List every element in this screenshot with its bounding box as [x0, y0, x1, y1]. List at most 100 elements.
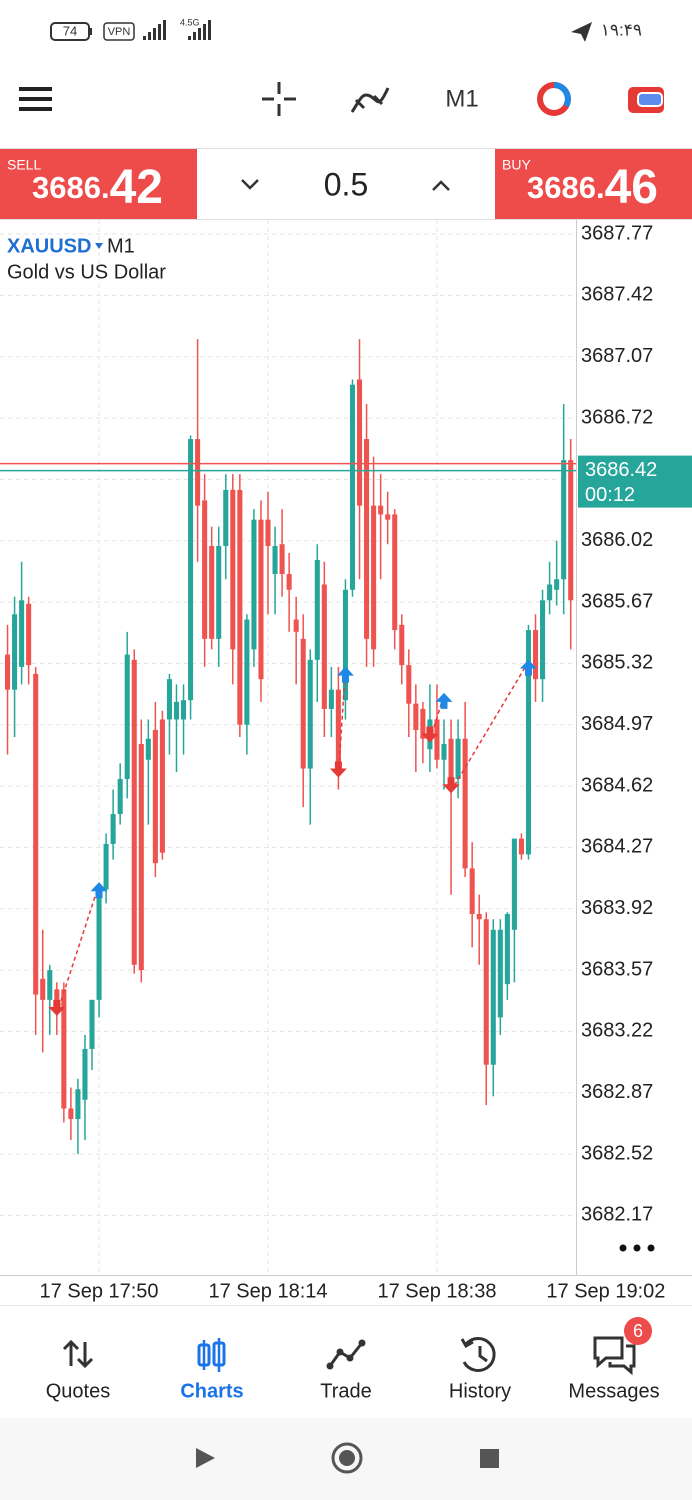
nav-charts[interactable]: Charts: [180, 1338, 244, 1402]
candle-body: [265, 519, 271, 546]
objects-button[interactable]: [537, 82, 571, 116]
vpn-label: VPN: [108, 26, 131, 38]
sell-price-big: 42: [110, 161, 163, 214]
nav-messages[interactable]: 6 Messages: [568, 1317, 660, 1402]
candle-body: [314, 559, 320, 660]
candle-body: [96, 889, 102, 1000]
candle-body: [568, 460, 574, 601]
nav-label: Quotes: [46, 1380, 110, 1402]
candle-body: [441, 743, 447, 760]
candle-body: [68, 1108, 74, 1120]
candle-body: [131, 659, 137, 965]
candle-body: [12, 614, 18, 690]
candle-body: [89, 999, 95, 1049]
candle-body: [216, 545, 222, 639]
battery-level: 74: [63, 23, 77, 38]
x-tick-label: 17 Sep 18:38: [377, 1280, 496, 1302]
candle-body: [504, 913, 510, 985]
dot: [619, 1244, 627, 1252]
home-button-dot: [339, 1450, 355, 1466]
home-button[interactable]: [331, 1442, 363, 1474]
indicators-button[interactable]: [350, 87, 390, 113]
sell-price-main: 3686.: [32, 170, 110, 205]
trade-dot: [326, 1362, 334, 1370]
nav-label: History: [449, 1380, 511, 1402]
candle-body: [462, 738, 468, 869]
candle-body: [378, 505, 384, 515]
recents-button[interactable]: [480, 1449, 499, 1468]
candle-body: [188, 439, 194, 701]
candle-body: [420, 708, 426, 739]
buy-arrow: [90, 882, 108, 899]
candle-body: [180, 700, 187, 720]
crosshair-button[interactable]: [262, 82, 296, 116]
chart: 3687.773687.423687.073686.723686.373686.…: [0, 220, 692, 1302]
candle-body: [237, 489, 243, 725]
sell-button[interactable]: SELL 3686.42: [0, 149, 197, 219]
candle-body: [321, 584, 327, 709]
candle-body: [47, 970, 53, 1000]
buy-price: 3686.46: [527, 161, 658, 214]
candle-body: [54, 989, 60, 1009]
candle-body: [223, 489, 229, 546]
y-tick-label: 3685.67: [581, 590, 653, 612]
bid-label-box: [578, 455, 692, 508]
x-tick-label: 17 Sep 17:50: [40, 1280, 159, 1302]
candle-body: [251, 519, 257, 650]
volume-down[interactable]: [241, 179, 259, 190]
nav-quotes[interactable]: Quotes: [46, 1339, 110, 1402]
y-tick-label: 3686.02: [581, 529, 653, 551]
chart-legend: XAUUSD M1 Gold vs US Dollar: [7, 235, 166, 283]
candle-body: [195, 439, 201, 506]
trade-link: [56, 883, 100, 1015]
y-tick-label: 3687.07: [581, 345, 653, 367]
nav-label: Messages: [568, 1380, 659, 1402]
candle-body: [202, 500, 208, 639]
candle-body: [33, 673, 39, 995]
candle-body: [561, 460, 567, 580]
menu-button[interactable]: [19, 87, 52, 111]
battery-tip: [89, 28, 92, 35]
y-tick-label: 3685.32: [581, 652, 653, 674]
buy-price-main: 3686.: [527, 170, 605, 205]
bar-timer: 00:12: [585, 484, 635, 506]
x-tick-label: 17 Sep 18:14: [209, 1280, 328, 1302]
sell-arrow: [442, 777, 460, 794]
trade-line: [328, 1342, 364, 1367]
timeframe-button[interactable]: M1: [445, 85, 478, 112]
y-tick-label: 3686.72: [581, 406, 653, 428]
more-button[interactable]: [619, 1244, 655, 1252]
candle-body: [110, 814, 116, 844]
trade-icon-inner: [637, 92, 663, 107]
candle-body: [385, 514, 391, 520]
nav-trade[interactable]: Trade: [320, 1339, 372, 1403]
trade-button[interactable]: [628, 87, 664, 113]
candle-body: [413, 703, 419, 730]
candle-body: [342, 589, 348, 701]
candle-body: [138, 743, 144, 971]
symbol-dropdown[interactable]: [95, 243, 103, 249]
dot: [647, 1244, 655, 1252]
buy-button[interactable]: BUY 3686.46: [495, 149, 692, 219]
candle-body: [286, 574, 292, 590]
sell-label: SELL: [7, 157, 41, 173]
candle-body: [511, 838, 517, 930]
candle-body: [399, 624, 405, 666]
volume[interactable]: 0.5: [324, 166, 368, 202]
toolbar: M1: [19, 82, 664, 116]
volume-up[interactable]: [432, 180, 450, 191]
buy-arrow: [519, 659, 537, 676]
trade-link: [337, 668, 347, 776]
menu-bar: [19, 87, 52, 91]
candle-body: [61, 989, 67, 1109]
back-button[interactable]: [196, 1448, 215, 1468]
candle-body: [532, 630, 539, 680]
badge-count: 6: [633, 1321, 643, 1341]
symbol[interactable]: XAUUSD: [7, 235, 91, 257]
candle-body: [173, 701, 180, 720]
buy-label: BUY: [502, 157, 531, 173]
nav-history[interactable]: History: [449, 1336, 511, 1402]
candle-body: [371, 505, 377, 650]
system-nav: [0, 1418, 692, 1500]
bottom-nav: Quotes Charts Trade History 6 Me: [0, 1305, 692, 1403]
